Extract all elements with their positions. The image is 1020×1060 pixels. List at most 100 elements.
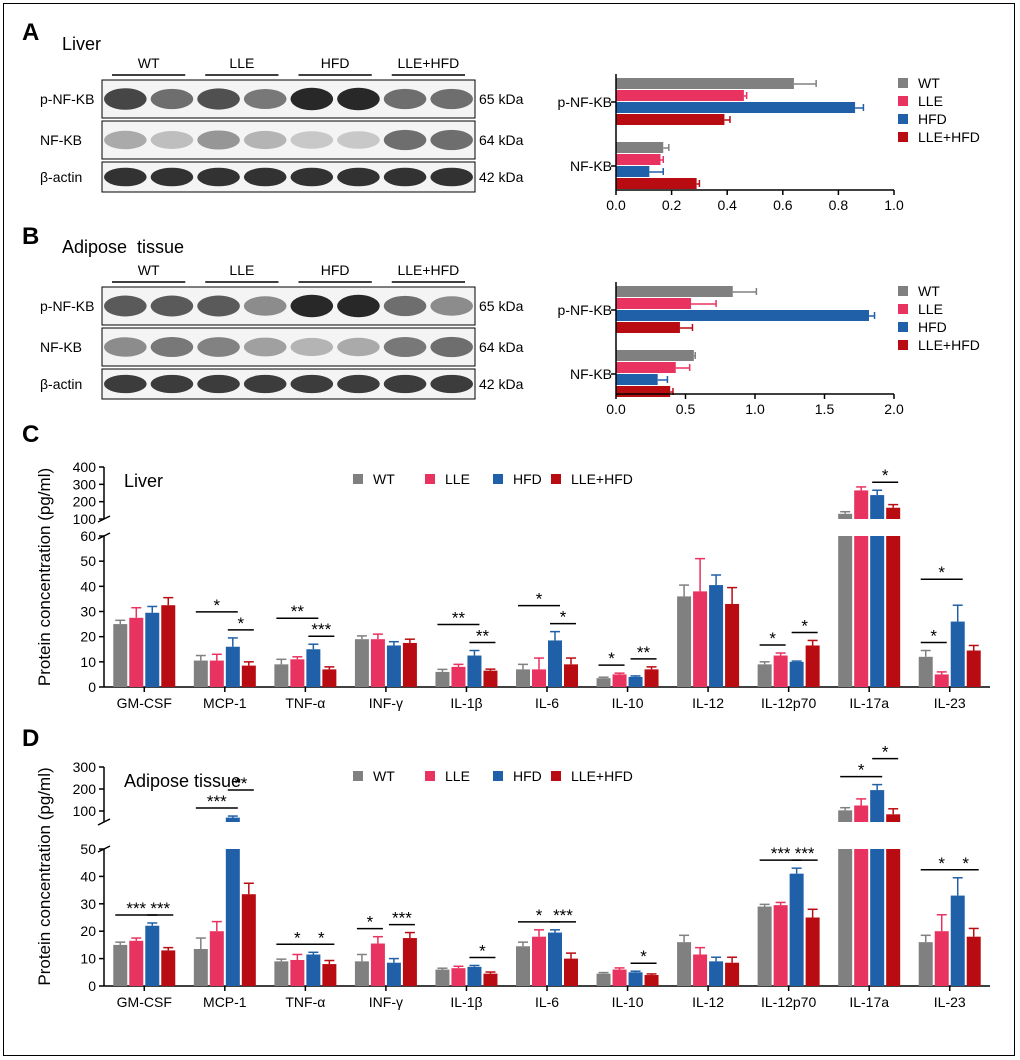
legend-swatch — [898, 340, 908, 350]
significance-label: * — [560, 608, 567, 627]
blot-band — [337, 294, 380, 318]
blot-row-label: p-NF-KB — [40, 298, 94, 314]
blot-group-label: LLE — [229, 55, 254, 71]
axis-break-mark — [97, 818, 111, 826]
legend-label: HFD — [918, 319, 947, 335]
significance-label: ** — [476, 627, 490, 646]
blot-band — [150, 336, 194, 358]
blot-band — [243, 88, 287, 110]
blot-band — [243, 374, 287, 394]
legend-label: LLE+HFD — [918, 337, 980, 353]
blot-band — [150, 88, 194, 110]
x-tick-label: MCP-1 — [203, 994, 247, 1010]
legend-swatch — [353, 771, 363, 781]
y-tick-label: 300 — [73, 476, 97, 492]
blot-band — [104, 167, 147, 187]
significance-label: * — [214, 596, 221, 615]
blot-band — [383, 336, 427, 358]
bar — [516, 669, 530, 687]
blot-group-label: HFD — [321, 262, 350, 278]
bar — [193, 949, 208, 986]
blot-band — [383, 88, 427, 110]
blot-size-label: 65 kDa — [479, 298, 524, 314]
significance-label: * — [938, 563, 945, 582]
y-tick-label: 20 — [80, 923, 96, 939]
blot-band — [430, 336, 473, 358]
bar — [725, 962, 740, 986]
hbar-bar — [616, 154, 661, 165]
hbar-x-tick-label: 0.2 — [662, 197, 682, 213]
significance-label: * — [882, 743, 889, 762]
hbar-x-tick-label: 0.8 — [829, 197, 849, 213]
bar — [532, 936, 546, 986]
blot-band — [104, 295, 147, 317]
legend-swatch — [551, 771, 561, 781]
y-tick-label: 60 — [80, 528, 96, 544]
bar — [386, 962, 401, 986]
legend-label: LLE — [445, 471, 470, 487]
bar — [113, 944, 128, 986]
hbar-x-tick-label: 0.4 — [717, 197, 737, 213]
y-tick-label: 0 — [88, 978, 96, 994]
bar — [129, 940, 144, 986]
significance-label: ** — [291, 602, 305, 621]
blot-band — [197, 167, 240, 187]
x-tick-label: IL-1β — [450, 695, 482, 711]
hbar-bar — [616, 298, 692, 309]
bar — [838, 536, 853, 687]
significance-label: * — [962, 854, 969, 873]
bar — [854, 849, 869, 986]
bar — [838, 513, 853, 519]
bar — [451, 666, 466, 687]
hbar-x-tick-label: 2.0 — [884, 401, 904, 417]
blot-band — [104, 88, 147, 110]
blot-band — [197, 295, 240, 317]
hbar-bar — [616, 90, 744, 101]
significance-label: * — [882, 466, 889, 485]
blot-band — [197, 337, 240, 357]
significance-label: * — [367, 913, 374, 932]
blot-band — [150, 295, 194, 317]
y-tick-label: 20 — [80, 629, 96, 645]
hbar-bar — [616, 178, 697, 189]
bar — [225, 817, 240, 822]
bar — [548, 640, 562, 687]
cytokine-chart-adipose: 0 10 20 30 40 50 100 200 300 Protein concentratio… — [35, 743, 990, 1010]
y-axis-label: Protein concentration (pg/ml) — [35, 468, 54, 686]
blot-band — [197, 88, 240, 110]
legend-swatch — [353, 474, 363, 484]
bar — [950, 895, 965, 986]
hbar-bar — [616, 322, 680, 333]
significance-label: * — [294, 928, 301, 947]
bar — [467, 966, 482, 986]
x-tick-label: IL-10 — [612, 695, 644, 711]
y-axis-label: Protein concentration (pg/ml) — [35, 767, 54, 985]
western-blot-adipose: WT LLE HFD LLE+HFD p-NF-KB 65 kDa NF-KB 64 kDa β… — [40, 262, 524, 400]
legend-label: LLE — [445, 768, 470, 784]
blot-band — [290, 294, 334, 318]
blot-band — [383, 295, 427, 317]
bar — [934, 674, 949, 687]
bar — [757, 664, 772, 687]
y-tick-label: 100 — [73, 803, 97, 819]
bar — [677, 942, 692, 986]
blot-band — [104, 130, 147, 150]
bar — [483, 973, 498, 986]
hbar-bar — [616, 310, 869, 321]
legend-label: LLE — [918, 301, 943, 317]
hbar-chart-adipose: p-NF-KB NF-KB 0.0 0.5 1.0 1.5 2.0 WT LLE HFD LLE+H… — [558, 282, 980, 417]
x-tick-label: MCP-1 — [203, 695, 247, 711]
panel-d-letter: D — [22, 725, 39, 752]
significance-label: * — [608, 649, 615, 668]
bar — [966, 650, 981, 687]
bar — [516, 946, 530, 986]
hbar-category-label: p-NF-KB — [558, 94, 612, 110]
blot-size-label: 64 kDa — [479, 339, 524, 355]
legend-label: WT — [918, 283, 940, 299]
bar — [193, 660, 208, 687]
panel-b-letter: B — [22, 223, 39, 250]
hbar-category-label: p-NF-KB — [558, 302, 612, 318]
bar — [886, 536, 901, 687]
bar — [725, 603, 740, 687]
